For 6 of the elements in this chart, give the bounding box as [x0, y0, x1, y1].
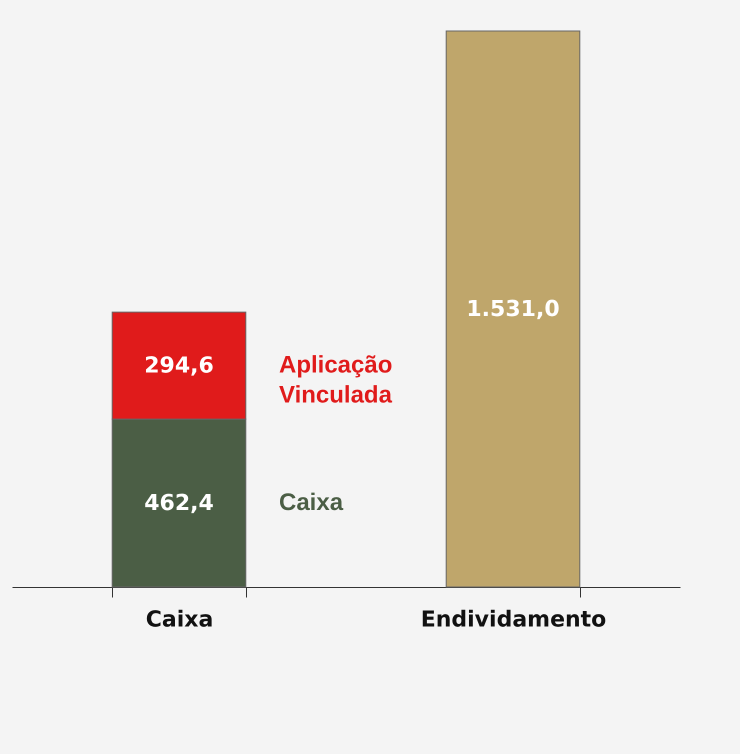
- data-label: 294,6: [144, 354, 214, 379]
- data-label: 462,4: [144, 491, 214, 516]
- series-label: Aplicação Vinculada: [279, 352, 393, 409]
- data-label: 1.531,0: [466, 297, 560, 322]
- x-tick-label: Endividamento: [420, 608, 606, 632]
- series-label: Caixa: [279, 489, 344, 516]
